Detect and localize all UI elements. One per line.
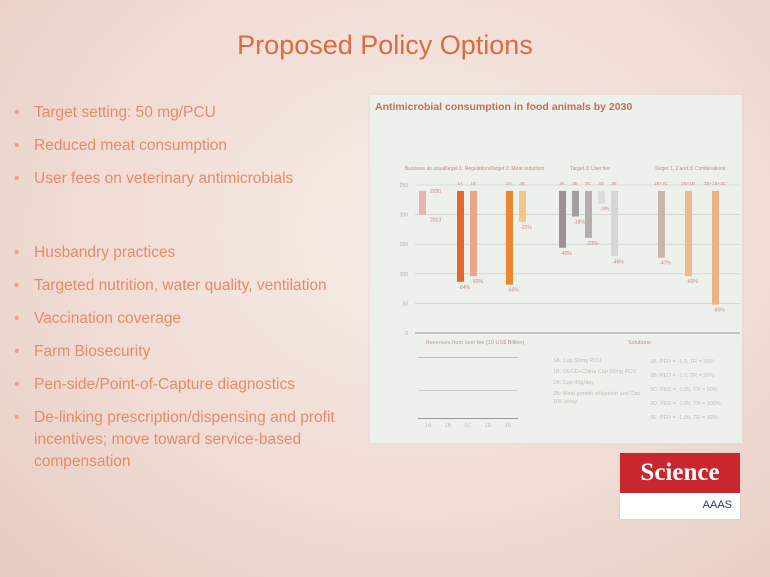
bar-3a	[559, 190, 566, 248]
category-label: 1B+3C	[654, 181, 669, 186]
reduction-label: -22%	[520, 225, 532, 231]
category-label: 1A	[457, 181, 463, 186]
solution-item: 3C: PED = -1.05, TR = 50%	[650, 387, 718, 393]
solution-item: 2A: Cap 40g/day	[553, 380, 594, 386]
solution-item: 1E	[504, 423, 512, 429]
y-tick-label: 100	[400, 272, 409, 278]
reduction-label: -66%	[507, 288, 519, 294]
slide-title: Proposed Policy Options	[237, 30, 533, 60]
y-tick-label: 200	[400, 213, 409, 219]
bar-2a	[506, 190, 513, 285]
category-label: 3C	[585, 181, 592, 186]
bar-2b-1b	[685, 190, 692, 277]
chart-title: Antimicrobial consumption in food animal…	[375, 101, 633, 113]
science-logo-wordmark: Science	[620, 453, 740, 493]
reduction-label: -47%	[659, 261, 671, 267]
category-label: 2A	[506, 181, 512, 186]
reduction-label: 2013	[430, 218, 441, 224]
solution-item: 1A	[424, 423, 432, 429]
reduction-label: -40%	[560, 251, 572, 257]
revenue-title: Revenues from user fee (10 US$ Billion)	[425, 340, 525, 346]
reduction-label: -33%	[586, 241, 598, 247]
bar-3e	[611, 190, 618, 257]
reduction-label: -64%	[458, 285, 470, 291]
chart-lower-panel: Revenues from user fee (10 US$ Billion) …	[370, 335, 742, 443]
bar-1b-3c	[658, 190, 665, 258]
solution-item: 3D: PED = -1.05, TR = 100%	[650, 401, 721, 407]
bullet-item: Targeted nutrition, water quality, venti…	[14, 275, 344, 297]
solution-item: 3A: PED = -1.0, TR = 50%	[650, 359, 715, 365]
bullet-item: Pen-side/Point-of-Capture diagnostics	[14, 374, 344, 396]
category-label: 3D	[598, 181, 605, 186]
y-tick-label: 0	[405, 331, 408, 335]
group-label: Target 1: Regulations	[444, 166, 492, 172]
group-label: Target 2: Meat reduction	[491, 166, 545, 172]
y-tick-label: 150	[400, 242, 409, 248]
category-label: 3A	[559, 181, 565, 186]
category-label: 3B	[572, 181, 578, 186]
bar-2b	[519, 190, 526, 223]
category-label: 1B	[470, 181, 476, 186]
aaas-logo: AAAS	[702, 499, 732, 511]
category-label: 3E	[611, 181, 617, 186]
bar-3b	[572, 190, 579, 217]
bullet-item: Vaccination coverage	[14, 308, 344, 330]
solutions-title: Solutions	[628, 340, 651, 346]
bullet-item: Farm Biosecurity	[14, 341, 344, 363]
solution-item: 1C	[464, 423, 472, 429]
bullet-item: De-linking prescription/dispensing and p…	[14, 407, 344, 473]
solution-item: 2B: Meat growth mitigation and Cap 165 g…	[553, 391, 641, 405]
reduction-label: -9%	[601, 207, 610, 213]
solution-item: 1B: OECD+China Cap 50mg PCU	[553, 369, 637, 375]
bau-2030-label: 2030	[430, 189, 441, 195]
bullet-item: Target setting: 50 mg/PCU	[14, 102, 344, 124]
bullet-item: Reduced meat consumption	[14, 135, 344, 157]
bar-3c	[585, 190, 592, 238]
solution-item: 3E: PED = -1.05, TR = 10%	[650, 415, 718, 421]
bullet-item: User fees on veterinary antimicrobials	[14, 168, 344, 190]
reduction-label: -18%	[573, 219, 585, 225]
category-label: 2B	[519, 181, 525, 186]
chart-figure: 250 200 150 100 50 0 Business as usual Target 1…	[370, 95, 742, 443]
group-label: Target 3: User fee	[570, 166, 610, 172]
group-label: Target 1, 2 and 3: Combinations	[655, 166, 726, 172]
y-tick-label: 250	[400, 183, 409, 189]
bullet-item: Husbandry practices	[14, 242, 344, 264]
reduction-label: -80%	[713, 308, 725, 314]
bullet-item	[14, 201, 344, 231]
bar-1b	[470, 190, 477, 277]
solution-item: 1B	[444, 423, 452, 429]
bar-bau	[419, 190, 426, 215]
y-tick-label: 50	[402, 301, 408, 307]
reduction-label: -60%	[471, 279, 483, 285]
category-label: 2B+1B+3C	[704, 181, 727, 186]
category-label: 2B+1B	[681, 181, 695, 186]
bar-2b-1b-3c	[712, 190, 719, 305]
solution-item: 3B: PED = -1.0, TR = 50%	[650, 373, 715, 379]
bar-1a	[457, 190, 464, 282]
reduction-label: -46%	[612, 259, 624, 265]
bar-3d	[598, 190, 605, 204]
reduction-label: -60%	[686, 279, 698, 285]
chart-caption	[375, 117, 735, 124]
solution-item: 1A: Cap 50mg PCU	[553, 358, 602, 364]
policy-bullet-list: Target setting: 50 mg/PCU Reduced meat co…	[14, 102, 344, 484]
science-logo: Science AAAS	[620, 453, 740, 519]
solution-item: 1D	[484, 423, 492, 429]
group-label: Business as usual	[405, 166, 445, 172]
